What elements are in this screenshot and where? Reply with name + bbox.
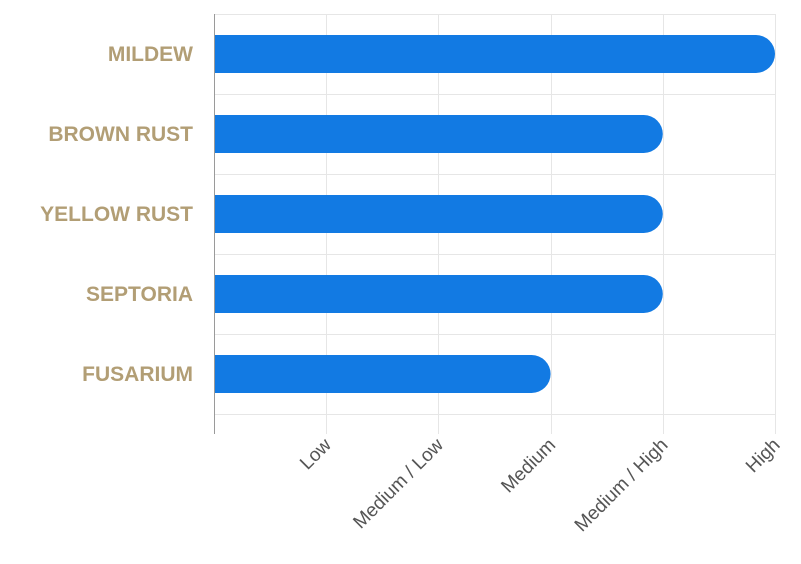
category-label: YELLOW RUST — [40, 203, 193, 226]
x-tick-label: High — [742, 435, 784, 477]
category-labels: MILDEW BROWN RUST YELLOW RUST SEPTORIA FUSAR… — [40, 43, 193, 386]
bar-yellow-rust — [214, 195, 663, 233]
category-label: FUSARIUM — [82, 363, 193, 386]
x-tick-label: Low — [296, 434, 336, 474]
x-tick-label: Medium / Low — [349, 434, 448, 533]
bar-brown-rust — [214, 115, 663, 153]
category-label: BROWN RUST — [48, 123, 193, 146]
category-label: SEPTORIA — [86, 283, 193, 306]
category-label: MILDEW — [108, 43, 193, 66]
x-tick-label: Medium / High — [571, 435, 672, 536]
x-tick-label: Medium — [498, 435, 561, 498]
bar-septoria — [214, 275, 663, 313]
bar-mildew — [214, 35, 775, 73]
bar-fusarium — [214, 355, 551, 393]
bars — [214, 35, 775, 393]
x-tick-labels: Low Medium / Low Medium Medium / High High — [296, 434, 784, 536]
